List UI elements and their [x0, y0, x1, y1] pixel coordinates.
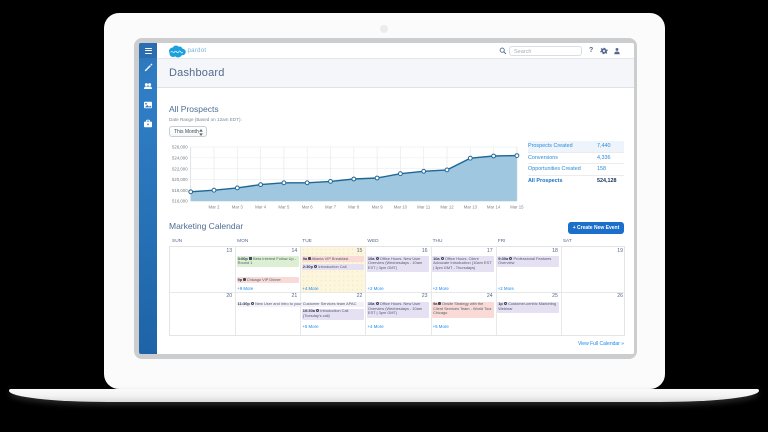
svg-text:Mar 4: Mar 4 [255, 205, 267, 210]
svg-text:Mar 8: Mar 8 [348, 205, 360, 210]
svg-text:Mar 12: Mar 12 [440, 205, 454, 210]
svg-text:524,000: 524,000 [172, 156, 188, 161]
svg-text:522,000: 522,000 [172, 166, 188, 171]
svg-text:Mar 13: Mar 13 [464, 205, 478, 210]
svg-text:Mar 14: Mar 14 [487, 205, 501, 210]
svg-text:526,000: 526,000 [172, 145, 188, 150]
svg-text:Mar 3: Mar 3 [232, 205, 244, 210]
svg-text:Mar 9: Mar 9 [372, 205, 384, 210]
svg-text:Mar 15: Mar 15 [510, 205, 524, 210]
svg-text:Mar 10: Mar 10 [394, 205, 408, 210]
svg-text:Mar 7: Mar 7 [325, 205, 337, 210]
svg-text:520,000: 520,000 [172, 177, 188, 182]
svg-text:Mar 5: Mar 5 [278, 205, 290, 210]
svg-text:Mar 11: Mar 11 [417, 205, 431, 210]
svg-text:Mar 2: Mar 2 [209, 205, 221, 210]
svg-text:Mar 6: Mar 6 [302, 205, 314, 210]
svg-text:518,000: 518,000 [172, 188, 188, 193]
svg-text:516,000: 516,000 [172, 199, 188, 204]
